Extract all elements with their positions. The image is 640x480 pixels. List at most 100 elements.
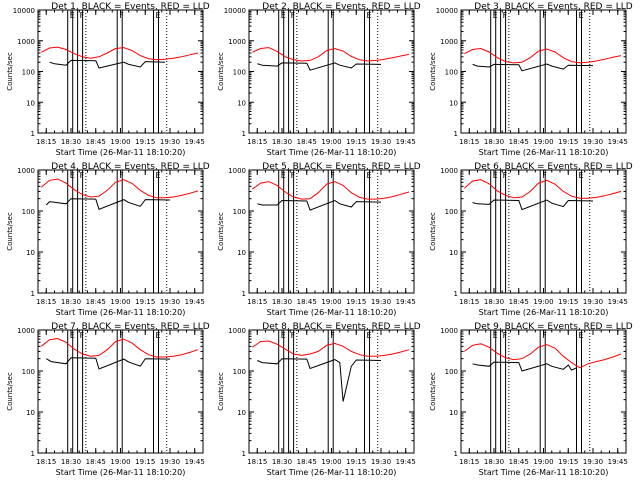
event-marker-label: E	[70, 171, 75, 180]
y-axis-label: Counts/sec	[6, 212, 14, 251]
event-marker-label: E	[367, 11, 372, 20]
event-marker-label: E	[281, 171, 286, 180]
event-marker-label: F	[291, 331, 296, 340]
x-tick-label: 19:15	[558, 138, 578, 146]
x-tick-label: 19:30	[160, 458, 180, 466]
x-tick-label: 18:45	[297, 458, 317, 466]
event-marker-label: F	[80, 171, 85, 180]
event-marker-label: F	[119, 11, 124, 20]
x-tick-label: 19:00	[321, 298, 341, 306]
series-line-events-black	[472, 361, 577, 372]
y-tick-label: 10	[237, 409, 246, 417]
series-line-lld-red	[40, 178, 199, 199]
x-tick-label: 19:15	[558, 458, 578, 466]
x-axis-label: Start Time (26-Mar-11 18:10:20)	[479, 308, 609, 317]
y-tick-label: 1	[242, 130, 246, 138]
y-tick-label: 10	[449, 409, 458, 417]
x-tick-label: 19:45	[185, 138, 205, 146]
x-tick-label: 19:15	[135, 138, 155, 146]
y-axis-label: Counts/sec	[429, 372, 437, 411]
x-tick-label: 18:45	[509, 298, 529, 306]
event-marker-label: F	[119, 331, 124, 340]
x-tick-label: 18:45	[297, 138, 317, 146]
series-line-lld-red	[252, 340, 410, 357]
x-tick-label: 18:30	[484, 298, 504, 306]
x-axis: 18:15 18:30 18:45 19:00 19:15 19:30 19:45	[247, 170, 416, 306]
event-marker-label: F	[503, 171, 508, 180]
y-tick-label: 1	[454, 130, 458, 138]
event-marker-label: E	[493, 331, 498, 340]
x-tick-label: 18:45	[86, 298, 106, 306]
y-tick-label: 1	[454, 290, 458, 298]
event-marker-label: E	[156, 171, 161, 180]
x-tick-label: 19:00	[110, 138, 130, 146]
x-tick-label: 19:15	[346, 458, 366, 466]
y-tick-label: 10	[237, 249, 246, 257]
y-tick-label: 10000	[13, 7, 35, 15]
y-tick-label: 1000	[228, 38, 246, 46]
x-tick-label: 18:15	[459, 138, 479, 146]
x-tick-label: 19:00	[321, 138, 341, 146]
x-tick-label: 18:15	[247, 458, 267, 466]
x-tick-label: 18:15	[247, 298, 267, 306]
chart-title: Det 6, BLACK = Events, RED = LLD	[474, 162, 633, 172]
plot-frame	[248, 169, 415, 294]
x-tick-label: 18:15	[247, 138, 267, 146]
x-tick-label: 19:30	[160, 298, 180, 306]
y-axis: 1 10 100 1000	[440, 167, 626, 298]
plot-frame	[37, 329, 204, 454]
event-marker-label: E	[156, 331, 161, 340]
y-axis-label: Counts/sec	[6, 52, 14, 91]
x-tick-label: 19:30	[583, 138, 603, 146]
event-marker-label: F	[80, 331, 85, 340]
x-tick-label: 19:30	[371, 458, 391, 466]
x-tick-label: 19:45	[608, 298, 628, 306]
x-tick-label: 18:30	[61, 458, 81, 466]
y-tick-label: 1000	[17, 167, 35, 175]
x-tick-label: 19:15	[135, 298, 155, 306]
y-tick-label: 10	[26, 409, 35, 417]
chart-panel-5: Det 5, BLACK = Events, RED = LLD 1 10 100 10…	[217, 162, 421, 317]
event-marker-label: F	[542, 11, 547, 20]
x-tick-label: 18:30	[61, 138, 81, 146]
x-axis-label: Start Time (26-Mar-11 18:10:20)	[267, 468, 397, 477]
y-tick-label: 1	[242, 450, 246, 458]
y-tick-label: 100	[22, 69, 35, 77]
x-tick-label: 19:15	[135, 458, 155, 466]
x-tick-label: 18:30	[61, 298, 81, 306]
x-tick-label: 19:15	[346, 298, 366, 306]
event-marker-label: F	[119, 171, 124, 180]
y-axis: 1 10 100 1000	[17, 167, 203, 298]
series-line-lld-red	[464, 47, 622, 64]
series-line-events-black	[257, 199, 382, 211]
plot-frame	[248, 9, 415, 134]
series-line-events-black	[472, 199, 594, 211]
x-axis-label: Start Time (26-Mar-11 18:10:20)	[56, 468, 186, 477]
y-axis: 1 10 100 1000 10000	[13, 7, 203, 138]
x-axis: 18:15 18:30 18:45 19:00 19:15 19:30 19:45	[459, 10, 628, 146]
y-tick-label: 1	[31, 450, 35, 458]
x-axis: 18:15 18:30 18:45 19:00 19:15 19:30 19:45	[459, 170, 628, 306]
y-tick-label: 100	[233, 208, 246, 216]
series-line-events-black	[49, 59, 166, 69]
series-line-events-black	[45, 198, 171, 210]
chart-title: Det 5, BLACK = Events, RED = LLD	[262, 162, 421, 172]
y-tick-label: 1	[242, 290, 246, 298]
y-axis-label: Counts/sec	[217, 372, 225, 411]
y-axis: 1 10 100 1000	[17, 327, 203, 458]
y-axis: 1 10 100 1000	[228, 167, 414, 298]
event-marker-label: E	[579, 171, 584, 180]
y-tick-label: 1	[31, 290, 35, 298]
chart-title: Det 1, BLACK = Events, RED = LLD	[51, 2, 210, 12]
y-tick-label: 10000	[436, 7, 458, 15]
event-marker-label: F	[291, 11, 296, 20]
y-tick-label: 100	[445, 368, 458, 376]
series-line-events-black	[257, 358, 382, 402]
x-axis: 18:15 18:30 18:45 19:00 19:15 19:30 19:45	[247, 10, 416, 146]
x-tick-label: 19:30	[583, 298, 603, 306]
x-axis-label: Start Time (26-Mar-11 18:10:20)	[267, 308, 397, 317]
x-tick-label: 18:45	[297, 298, 317, 306]
